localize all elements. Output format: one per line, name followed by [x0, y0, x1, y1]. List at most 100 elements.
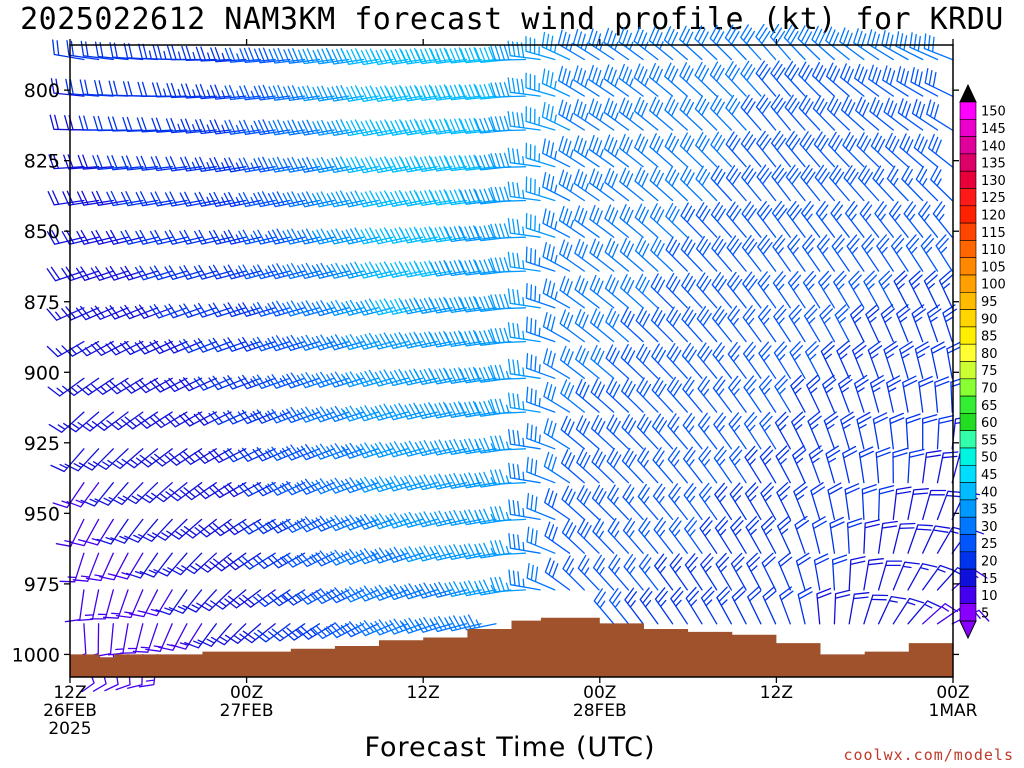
wind-barb	[649, 203, 674, 238]
wind-barb	[115, 589, 144, 619]
wind-barb	[267, 335, 306, 352]
wind-barb	[296, 552, 335, 568]
wind-barb	[651, 343, 674, 379]
wind-barb	[430, 47, 468, 64]
wind-barb	[459, 614, 497, 631]
wind-barb	[577, 518, 600, 554]
y-tick-label: 800	[24, 80, 60, 102]
wind-barb	[281, 406, 321, 424]
wind-barb	[384, 618, 424, 635]
wind-barb	[825, 26, 850, 61]
wind-barb	[846, 234, 865, 272]
wind-barb	[715, 552, 733, 591]
wind-barb	[619, 204, 644, 238]
wind-barb	[759, 411, 777, 450]
wind-barb	[415, 155, 453, 173]
wind-barb	[490, 223, 527, 239]
wind-barb	[341, 261, 379, 279]
wind-barb	[414, 616, 453, 633]
wind-barb	[831, 554, 848, 591]
wind-barb	[507, 392, 541, 413]
wind-barb	[224, 589, 262, 609]
wind-barb	[196, 589, 232, 612]
wind-barb	[922, 603, 959, 625]
wind-barb	[874, 201, 894, 238]
wind-barb	[429, 367, 468, 385]
wind-barb	[459, 330, 497, 347]
wind-barb	[385, 297, 424, 315]
wind-barb	[399, 546, 438, 563]
wind-barb	[773, 304, 791, 343]
wind-barb	[370, 403, 409, 421]
wind-barb	[326, 119, 365, 136]
wind-barb	[385, 475, 424, 492]
wind-barb	[797, 25, 821, 61]
wind-barb	[680, 202, 703, 238]
wind-barb	[400, 331, 438, 349]
wind-barb	[668, 483, 688, 521]
colorbar-swatch	[959, 188, 977, 207]
wind-barb	[170, 623, 203, 650]
wind-barb	[591, 448, 615, 484]
colorbar: 1501451401351301251201151101051009590858…	[959, 83, 1006, 640]
colorbar-swatch	[959, 568, 977, 587]
wind-barb	[326, 228, 365, 245]
wind-barb	[652, 447, 674, 484]
wind-barb	[808, 445, 824, 484]
wind-barb	[836, 340, 851, 379]
wind-barb	[507, 111, 541, 131]
wind-barb	[385, 441, 424, 458]
wind-barb	[508, 569, 541, 591]
wind-barb	[311, 550, 350, 567]
wind-barb	[340, 477, 379, 494]
wind-barb	[542, 138, 571, 168]
colorbar-label: 120	[981, 208, 1006, 223]
wind-barb	[312, 119, 350, 136]
wind-barb	[385, 512, 424, 529]
wind-barb	[400, 47, 438, 65]
wind-barb	[844, 483, 860, 521]
colorbar-label: 110	[981, 243, 1006, 258]
wind-barb	[341, 227, 379, 245]
credit-link[interactable]: coolwx.com/models	[843, 746, 1014, 764]
wind-barb	[356, 85, 394, 103]
wind-barb	[712, 342, 733, 379]
wind-barb	[544, 488, 571, 521]
wind-barb	[400, 118, 438, 136]
wind-barb	[679, 62, 703, 97]
wind-barb	[209, 157, 247, 173]
wind-barb	[385, 155, 424, 173]
wind-barb	[833, 589, 851, 625]
wind-barb	[252, 336, 291, 352]
wind-barb	[474, 437, 512, 454]
wind-barb	[526, 423, 556, 450]
y-tick-label: 825	[24, 151, 60, 173]
wind-barb	[756, 164, 777, 202]
wind-barb	[311, 478, 350, 495]
wind-barb	[682, 376, 703, 413]
wind-barb	[883, 97, 909, 131]
wind-barb	[444, 330, 482, 348]
wind-barb	[829, 516, 845, 554]
wind-barb	[415, 226, 453, 243]
colorbar-swatch	[959, 534, 977, 553]
wind-barb	[340, 621, 379, 638]
wind-barb	[59, 552, 85, 583]
wind-barb	[868, 64, 894, 97]
wind-barb	[542, 171, 571, 202]
wind-barb	[268, 47, 306, 64]
wind-barb	[700, 586, 718, 625]
wind-barb	[444, 296, 482, 314]
wind-barb	[268, 156, 306, 173]
wind-barb	[889, 412, 905, 450]
wind-barb	[327, 85, 365, 102]
wind-barb	[842, 131, 865, 168]
wind-barb	[905, 234, 924, 272]
wind-barb	[856, 132, 880, 168]
colorbar-label: 25	[981, 537, 998, 552]
wind-barb	[711, 235, 733, 272]
wind-barb	[341, 299, 379, 316]
wind-barb	[911, 304, 926, 343]
colorbar-label: 130	[981, 174, 1006, 189]
wind-barb	[741, 164, 762, 202]
